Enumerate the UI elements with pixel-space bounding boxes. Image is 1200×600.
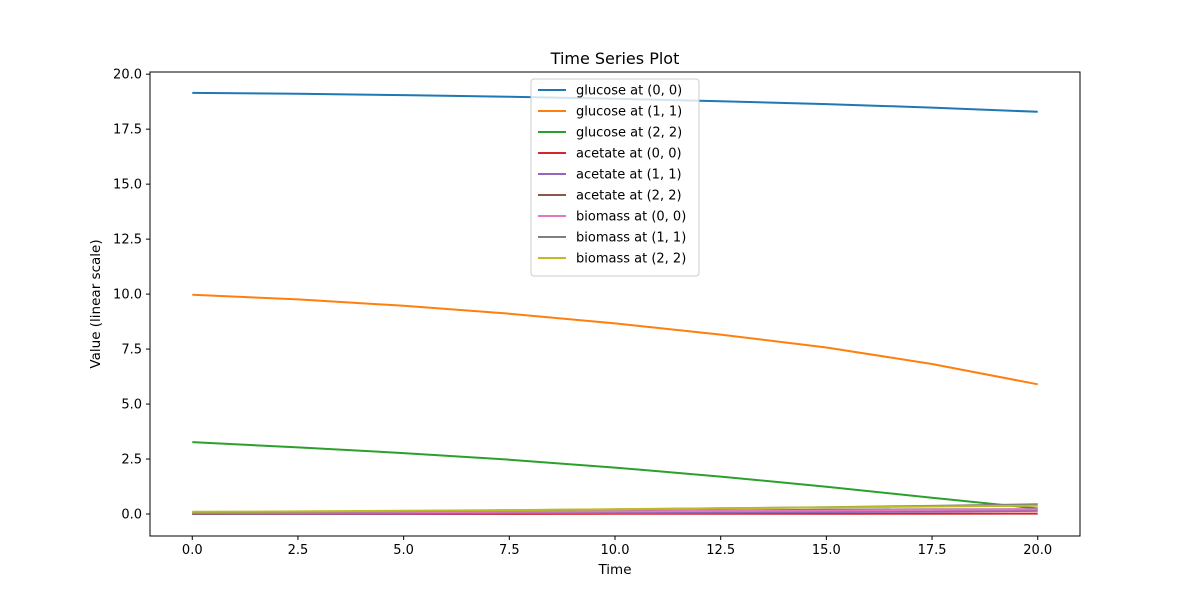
x-tick-label: 15.0 — [812, 543, 841, 558]
legend-label: acetate at (1, 1) — [576, 168, 682, 183]
series-line-1 — [192, 293, 1038, 386]
x-tick-label: 20.0 — [1023, 543, 1052, 558]
y-tick-label: 7.5 — [121, 343, 142, 358]
legend-label: biomass at (1, 1) — [576, 231, 686, 246]
series-line-2 — [192, 441, 1038, 510]
legend-label: glucose at (1, 1) — [576, 105, 682, 120]
y-tick-label: 5.0 — [121, 398, 142, 413]
legend-box — [530, 78, 700, 277]
legend-label: acetate at (2, 2) — [576, 189, 682, 204]
x-tick-label: 12.5 — [706, 543, 735, 558]
x-tick-label: 0.0 — [182, 543, 203, 558]
x-tick-label: 17.5 — [918, 543, 947, 558]
legend-label: glucose at (2, 2) — [576, 126, 682, 141]
y-tick-label: 20.0 — [113, 68, 142, 83]
x-tick-label: 2.5 — [288, 543, 309, 558]
y-tick-label: 2.5 — [121, 453, 142, 468]
y-tick-label: 17.5 — [113, 123, 142, 138]
legend-label: biomass at (0, 0) — [576, 210, 686, 225]
y-axis-title: Value (linear scale) — [88, 239, 104, 368]
y-tick-label: 15.0 — [113, 178, 142, 193]
x-axis: 0.0 2.5 5.0 7.5 10.0 12.5 15.0 17.5 20.0 — [182, 536, 1052, 558]
series-line-8 — [192, 504, 1038, 513]
legend: glucose at (0, 0) glucose at (1, 1) glucos… — [530, 78, 700, 277]
x-tick-label: 7.5 — [499, 543, 520, 558]
chart-title: Time Series Plot — [550, 49, 680, 68]
legend-label: biomass at (2, 2) — [576, 252, 686, 267]
y-tick-label: 12.5 — [113, 233, 142, 248]
legend-label: glucose at (0, 0) — [576, 84, 682, 99]
legend-label: acetate at (0, 0) — [576, 147, 682, 162]
x-axis-title: Time — [597, 562, 631, 578]
y-axis: 0.0 2.5 5.0 7.5 10.0 12.5 15.0 17.5 20.0 — [113, 68, 150, 523]
x-tick-label: 5.0 — [393, 543, 414, 558]
x-tick-label: 10.0 — [601, 543, 630, 558]
plot-area — [192, 91, 1038, 515]
y-tick-label: 0.0 — [121, 508, 142, 523]
y-tick-label: 10.0 — [113, 288, 142, 303]
